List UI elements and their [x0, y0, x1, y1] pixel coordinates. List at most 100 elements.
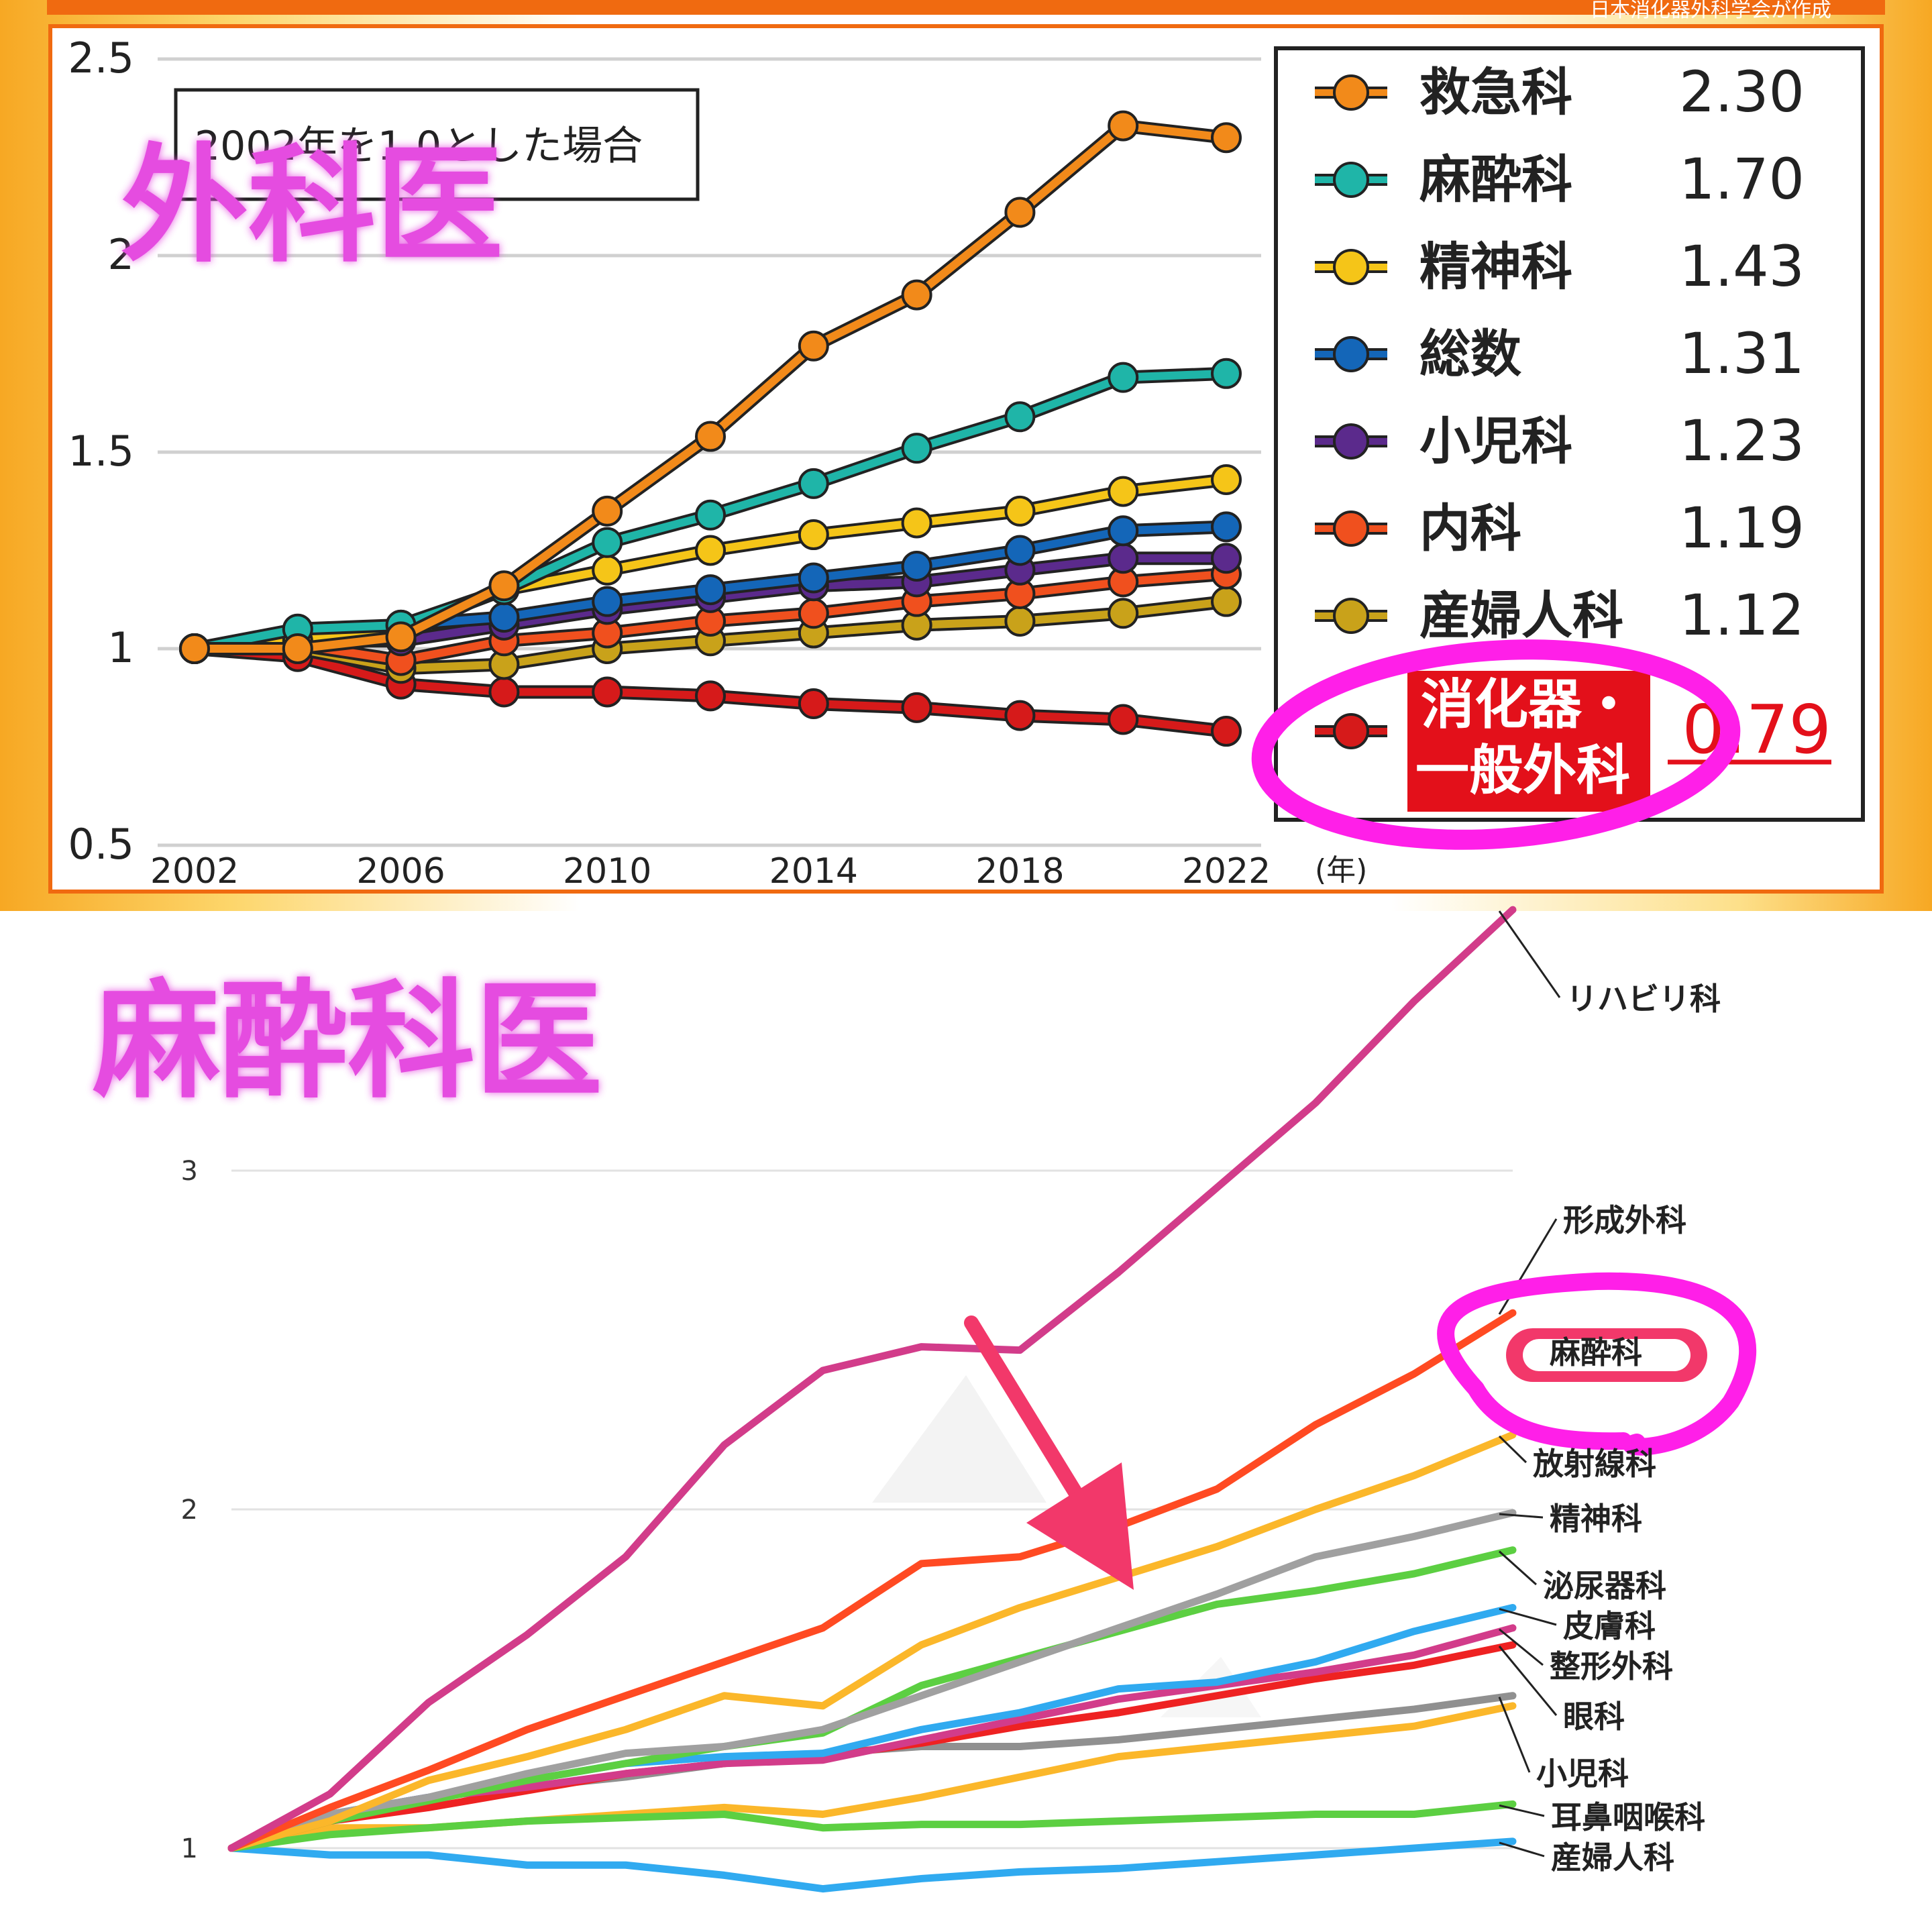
top-x-unit-label: (年) [1315, 853, 1367, 888]
legend-label: 産婦人科 [1419, 586, 1623, 645]
y-tick-label: 2 [108, 230, 134, 279]
leader-line [1498, 1646, 1558, 1716]
line-label: 皮膚科 [1499, 1608, 1656, 1644]
series-line-リハビリ科 [227, 906, 1517, 1852]
leader-line [1498, 1550, 1538, 1586]
data-point [798, 519, 829, 551]
data-point [901, 279, 932, 311]
leader-line [1499, 1841, 1545, 1858]
legend-value: 1.23 [1679, 408, 1805, 474]
line-label: 小児科 [1498, 1697, 1629, 1792]
legend-value: 1.19 [1679, 495, 1805, 561]
data-point [1211, 122, 1242, 154]
data-point [592, 586, 623, 617]
data-point [592, 527, 623, 558]
line-label: 耳鼻咽喉科 [1499, 1799, 1705, 1835]
data-point [798, 562, 829, 594]
data-point [1004, 700, 1036, 731]
data-point [798, 598, 829, 629]
data-point [1004, 197, 1036, 228]
data-point [1108, 362, 1139, 393]
leader-line [1499, 1628, 1544, 1666]
top-chart-y-ticks: 0.5 1 1.5 2 2.5 [68, 34, 134, 869]
legend-value: 1.70 [1679, 146, 1805, 212]
legend-label: 総数 [1419, 324, 1521, 384]
legend-marker [1333, 423, 1369, 460]
data-point [695, 574, 726, 606]
legend-item: 総数 1.31 [1315, 321, 1805, 386]
x-tick-label: 2022 [1182, 851, 1271, 892]
line-label-text: 産婦人科 [1551, 1839, 1674, 1876]
data-point [1108, 598, 1139, 629]
top-chart-title: 外科医 [121, 131, 503, 280]
bottom-chart-grid [231, 1169, 1513, 1849]
bottom-chart-series [227, 906, 1517, 1893]
legend-label: 麻酔科 [1419, 150, 1572, 209]
data-point [798, 468, 829, 499]
data-point [901, 433, 932, 464]
annotation-box [174, 88, 700, 201]
data-point [695, 499, 726, 531]
data-point [385, 621, 417, 653]
data-point [1004, 401, 1036, 433]
y-tick-label: 1 [108, 623, 134, 672]
line-label: 整形外科 [1499, 1628, 1673, 1684]
bottom-chart-y-ticks: 1 2 3 [181, 1156, 198, 1864]
y-tick-label: 1 [181, 1833, 198, 1864]
line-label: 産婦人科 [1499, 1839, 1674, 1876]
top-chart-x-ticks: 2002 2006 2010 2014 2018 2022 [150, 851, 1271, 892]
data-point [1211, 543, 1242, 574]
series-麻酔科 [179, 358, 1242, 664]
legend-marker [1333, 249, 1369, 285]
line-label-text: 皮膚科 [1563, 1608, 1656, 1644]
data-point [282, 633, 313, 664]
x-tick-label: 2010 [563, 851, 651, 892]
legend-marker [1333, 511, 1369, 547]
y-tick-label: 2.5 [68, 34, 134, 83]
data-point [1108, 704, 1139, 735]
line-label-text: 麻酔科 [1550, 1334, 1642, 1371]
x-tick-label: 2014 [769, 851, 858, 892]
data-point [1108, 515, 1139, 547]
line-label-text: 耳鼻咽喉科 [1551, 1799, 1705, 1835]
data-point [1004, 605, 1036, 637]
data-point [592, 676, 623, 708]
legend-item: 小児科 1.23 [1315, 408, 1805, 474]
series-救急科 [179, 110, 1242, 664]
data-point [901, 507, 932, 539]
line-label: 精神科 [1499, 1501, 1642, 1537]
data-point [1211, 586, 1242, 617]
data-point [488, 602, 520, 633]
leader-line [1499, 1513, 1544, 1519]
data-point [695, 535, 726, 566]
legend-label: 救急科 [1419, 62, 1572, 122]
top-chart-legend: 救急科 2.30 麻酔科 1.70 精神科 1.43 総数 1.31 小児科 1.23 内科 1.19… [1251, 59, 1831, 850]
legend-label: 小児科 [1419, 411, 1572, 471]
arrow-annotation [964, 1316, 1134, 1590]
y-tick-label: 2 [181, 1495, 198, 1525]
data-point [1211, 716, 1242, 747]
highlight-circle [1437, 1272, 1757, 1456]
data-point [901, 692, 932, 723]
line-label-text: 整形外科 [1550, 1648, 1673, 1684]
data-point [592, 495, 623, 527]
legend-marker [1333, 713, 1369, 749]
highlight-circle [1251, 639, 1741, 850]
series-line-精神科 [227, 1509, 1517, 1852]
data-point [1211, 511, 1242, 543]
legend-value: 2.30 [1679, 59, 1805, 125]
line-label-text: 眼科 [1563, 1699, 1625, 1735]
data-point [798, 330, 829, 362]
source-credit: 日本消化器外科学会が作成 [1590, 0, 1831, 22]
label-pill-inner [1523, 1339, 1690, 1371]
data-point [179, 633, 210, 664]
data-point [1004, 535, 1036, 566]
legend-item: 内科 1.19 [1315, 495, 1805, 561]
data-point [1108, 476, 1139, 507]
line-label-text: 精神科 [1550, 1501, 1642, 1537]
legend-item: 麻酔科 1.70 [1315, 146, 1805, 212]
top-chart-title-glow: 外科医 [121, 131, 503, 280]
leader-line [1498, 1435, 1527, 1464]
x-tick-label: 2002 [150, 851, 239, 892]
